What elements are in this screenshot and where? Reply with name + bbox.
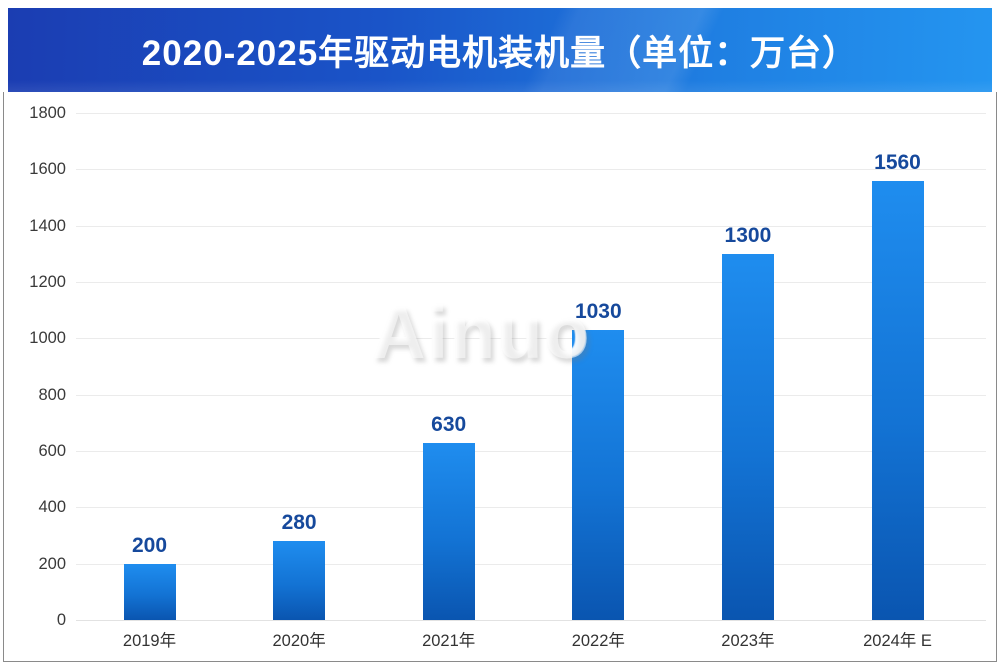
bar-2024年 E [871, 180, 924, 620]
y-axis-tick-label: 200 [38, 554, 66, 573]
chart-title-banner: 2020-2025年驱动电机装机量（单位：万台） [8, 8, 992, 92]
y-axis-tick-label: 1000 [29, 329, 66, 348]
bar-2019年 [123, 563, 176, 620]
bar-value-label: 1030 [574, 299, 622, 323]
gridline [76, 563, 986, 565]
y-axis-tick-label: 1600 [29, 160, 66, 179]
x-axis-tick-label: 2023年 [721, 632, 775, 650]
chart-title: 2020-2025年驱动电机装机量（单位：万台） [141, 33, 859, 73]
gridline [76, 113, 986, 114]
bar-2021年 [422, 442, 475, 620]
gridline [76, 282, 986, 283]
gridline [76, 451, 986, 452]
gridline [76, 225, 986, 227]
gridline [76, 620, 986, 621]
y-axis-tick-label: 0 [56, 611, 66, 629]
gridline [76, 394, 986, 396]
x-axis-tick-label: 2021年 [422, 632, 476, 650]
bar-value-label: 200 [131, 533, 168, 557]
x-axis-tick-label: 2022年 [571, 632, 625, 650]
bar-2022年 [572, 329, 625, 620]
x-axis-tick-label: 2024年 E [863, 632, 932, 650]
gridline [76, 507, 986, 509]
y-axis-tick-label: 400 [38, 498, 66, 517]
x-axis-tick-label: 2019年 [122, 632, 177, 650]
bar-value-label: 630 [431, 412, 467, 436]
y-axis-tick-label: 800 [38, 385, 66, 404]
gridline [76, 338, 986, 340]
bar-2023年 [721, 253, 774, 620]
gridline [76, 169, 986, 171]
y-axis-tick-label: 1200 [29, 273, 66, 291]
bar-value-label: 280 [281, 511, 317, 535]
y-axis-tick-label: 1800 [29, 104, 66, 122]
x-axis-tick-label: 2020年 [272, 632, 326, 650]
y-axis-tick-label: 1400 [29, 216, 66, 235]
bar-value-label: 1300 [724, 223, 772, 247]
bar-2020年 [273, 541, 326, 620]
bar-value-label: 1560 [874, 150, 921, 174]
y-axis-tick-label: 600 [38, 442, 66, 460]
